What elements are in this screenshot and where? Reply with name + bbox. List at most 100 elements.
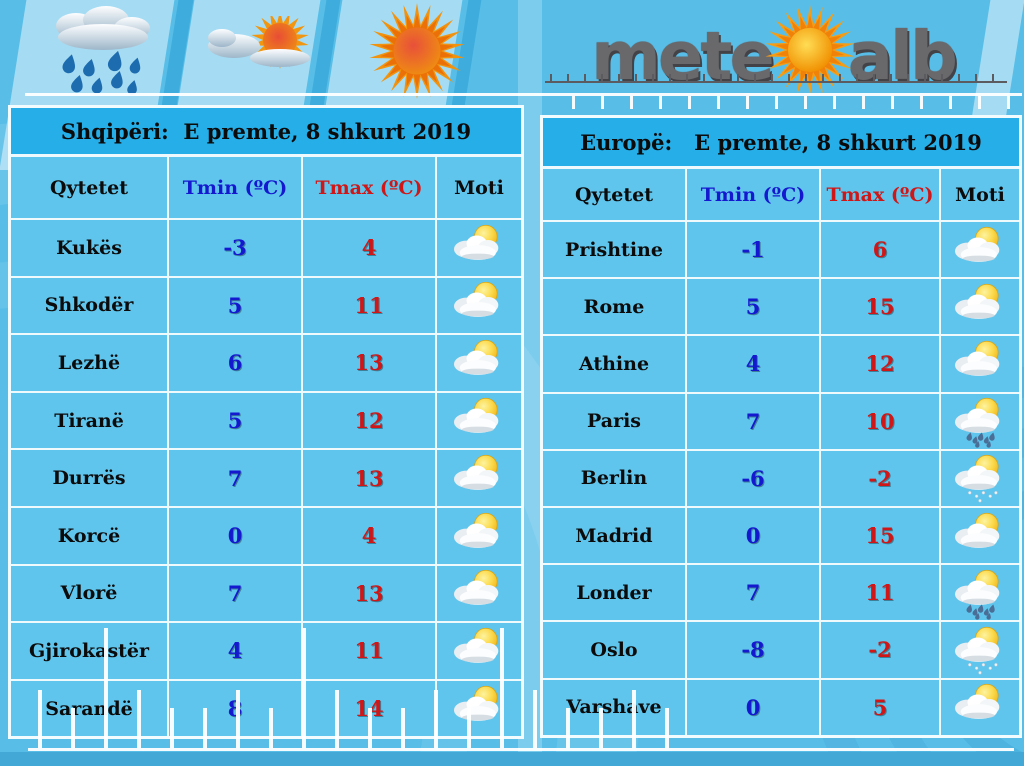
tmax-cell: 12 [821,336,941,392]
cloud-sun-icon [192,11,317,78]
tmin-cell: -8 [687,622,821,678]
table-row: Tiranë 5 12 [11,390,521,449]
table-row: Oslo -8 -2 [543,620,1019,678]
partly-cloudy-icon [437,393,521,449]
tmax-cell: 4 [303,507,437,564]
tmin-cell: 7 [169,565,303,622]
column-header-weather: Moti [955,183,1005,206]
tmax-cell: 11 [303,277,437,334]
city-cell: Londer [543,565,687,621]
city-cell: Gjirokastër [11,623,169,679]
table-row: Lezhë 6 13 [11,333,521,391]
city-cell: Paris [543,393,687,449]
table-row: Prishtine -1 6 [543,220,1019,278]
table-row: Sarandë814 [11,678,521,737]
city-cell: Shkodër [11,277,169,334]
table-row: Gjirokastër 4 11 [11,621,521,679]
city-cell: Berlin [543,450,687,506]
tmin-cell: 7 [169,450,303,506]
partly-cloudy-icon [941,279,1019,334]
partly-cloudy-icon [437,220,521,276]
tmax-cell: 15 [821,507,941,564]
partly-cloudy-icon [941,508,1019,563]
tmin-cell: 7 [687,393,821,449]
city-cell: Durrës [11,450,169,506]
table-row: Varshave 0 5 [543,677,1019,735]
city-cell: Korcë [11,507,169,564]
city-cell: Vlorë [11,565,169,622]
rain-icon [941,565,1019,620]
table-row: Vlorë 7 13 [11,563,521,622]
table-row: Berlin -6 -2 [543,448,1019,506]
table-row: Korcë 0 4 [11,505,521,564]
city-cell: Kukës [11,220,169,276]
tmax-cell: 6 [821,222,941,278]
tmin-cell: 4 [687,336,821,392]
partly-cloudy-icon [941,222,1019,277]
logo-underline [545,81,1007,83]
europe-forecast-table: Europë: E premte, 8 shkurt 2019 Qytetet … [540,115,1022,738]
city-cell: Madrid [543,507,687,564]
partly-cloudy-icon [437,450,521,506]
tmax-cell: 11 [821,565,941,621]
table-row: Shkodër 5 11 [11,275,521,334]
city-cell: Sarandë [11,680,169,737]
albania-column-headers: Qytetet Tmin (ºC) Tmax (ºC) Moti [11,157,521,218]
tmax-cell: 12 [303,392,437,449]
tmin-cell: 0 [169,507,303,564]
tmin-cell: -1 [687,222,821,278]
partly-cloudy-icon [941,680,1019,735]
tmin-cell: 0 [687,507,821,564]
logo-text-alb: alb [847,17,958,95]
sun-icon [368,2,466,104]
city-cell: Oslo [543,622,687,678]
rain-icon [941,394,1019,449]
partly-cloudy-icon [437,566,521,622]
tmax-cell: 4 [303,220,437,276]
tmin-cell: 4 [169,623,303,679]
city-cell: Varshave [543,679,687,735]
tmin-cell: -6 [687,450,821,506]
europe-table-title: Europë: E premte, 8 shkurt 2019 [543,118,1019,169]
column-header-tmin: Tmin (ºC) [687,169,821,220]
header-divider-line [25,93,1022,96]
table-row: Kukës -3 4 [11,218,521,276]
snow-icon [941,451,1019,506]
tmin-cell: 5 [687,279,821,335]
column-header-weather: Moti [454,176,504,199]
column-header-tmax: Tmax (ºC) [821,169,941,220]
albania-table-body: Kukës -3 4 Shkodër 5 11 Lezhë 6 13 Tiranë 5 12 Durrë… [11,218,521,737]
table-row: Athine 4 12 [543,334,1019,392]
europe-table-body: Prishtine -1 6 Rome 5 15 Athine 4 12 Paris 7 10 Berl… [543,220,1019,735]
tmax-cell: 13 [303,450,437,506]
column-header-cities: Qytetet [11,157,169,218]
tmax-cell: 13 [303,335,437,391]
city-cell: Rome [543,279,687,335]
logo-text-mete: mete [591,17,775,95]
tmax-cell: -2 [821,450,941,506]
table-row: Madrid 0 15 [543,505,1019,564]
rain-cloud-icon [28,4,178,100]
tmax-cell: 5 [821,679,941,735]
table-row: Londer 7 11 [543,563,1019,621]
table-row: Rome 5 15 [543,277,1019,335]
albania-table-title: Shqipëri: E premte, 8 shkurt 2019 [11,108,521,157]
tmax-cell: 11 [303,623,437,679]
tmax-cell: 10 [821,393,941,449]
city-cell: Prishtine [543,222,687,278]
column-header-tmax: Tmax (ºC) [303,157,437,218]
table-row: Paris 7 10 [543,391,1019,449]
column-header-tmin: Tmin (ºC) [169,157,303,218]
snow-icon [941,622,1019,677]
europe-column-headers: Qytetet Tmin (ºC) Tmax (ºC) Moti [543,169,1019,220]
partly-cloudy-icon [437,508,521,564]
tmax-cell: 15 [821,279,941,335]
tmin-cell: 7 [687,565,821,621]
tmin-cell: 0 [687,679,821,735]
tmin-cell: 6 [169,335,303,391]
bottom-line [28,748,1014,751]
albania-forecast-table: Shqipëri: E premte, 8 shkurt 2019 Qytete… [8,105,524,740]
city-cell: Athine [543,336,687,392]
partly-cloudy-icon [437,681,521,737]
